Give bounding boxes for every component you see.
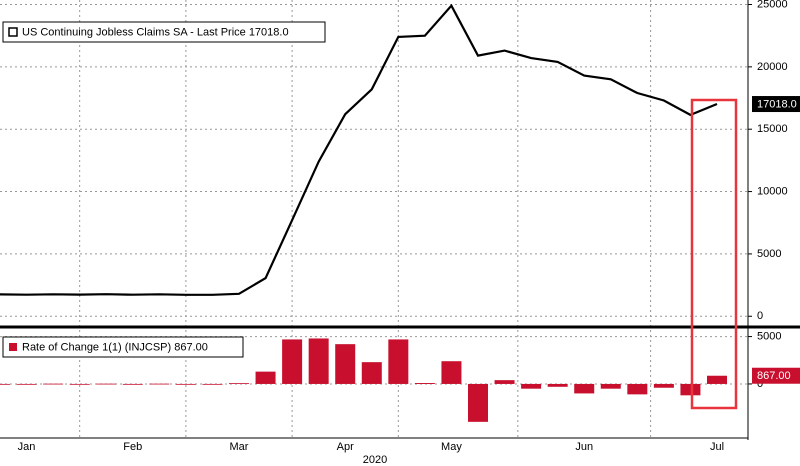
x-tick-label: Feb — [123, 441, 142, 453]
line-series — [0, 3, 718, 296]
bar — [680, 383, 701, 396]
bar — [521, 383, 542, 389]
bar — [335, 344, 356, 384]
bar — [388, 339, 409, 384]
bar — [414, 383, 435, 384]
bar — [202, 383, 223, 385]
bar — [175, 383, 196, 385]
x-tick-label: Mar — [230, 441, 249, 453]
bar — [707, 375, 727, 384]
bar — [229, 383, 249, 384]
legend-swatch — [9, 343, 17, 351]
bar — [361, 362, 382, 384]
y-tick-label: 5000 — [757, 248, 781, 260]
legend-box — [2, 21, 326, 43]
bar — [574, 383, 595, 394]
bar — [43, 383, 64, 385]
y-tick-label: 0 — [757, 310, 763, 322]
last-value-tag — [752, 96, 800, 113]
legend-label: US Continuing Jobless Claims SA - Last P… — [22, 26, 289, 38]
bar — [16, 383, 37, 385]
legend-swatch — [8, 27, 18, 37]
x-tick-label: Jun — [575, 441, 593, 453]
bar — [441, 361, 462, 384]
x-axis-label: 2020 — [363, 454, 387, 466]
bar — [547, 383, 568, 387]
bar — [468, 383, 488, 422]
bar — [494, 380, 515, 384]
y-tick-label: 15000 — [757, 123, 788, 135]
x-tick-label: Apr — [337, 441, 354, 453]
marks — [0, 3, 727, 422]
bar — [600, 383, 621, 389]
bar — [0, 383, 10, 385]
highlight-box — [690, 98, 738, 410]
bar — [308, 338, 329, 384]
last-value-tag — [752, 367, 800, 384]
x-tick-label: Jul — [710, 441, 724, 453]
last-value-label: 867.00 — [757, 370, 791, 382]
bar — [653, 383, 674, 388]
legend-box — [2, 336, 244, 358]
y-tick-label: 20000 — [757, 61, 788, 73]
y-tick-label: 0 — [757, 378, 763, 390]
bar — [149, 383, 170, 385]
bar — [69, 383, 90, 385]
legend-label: Rate of Change 1(1) (INJCSP) 867.00 — [22, 341, 208, 353]
y-tick-label: 5000 — [757, 330, 781, 342]
bar — [282, 339, 303, 384]
last-value-label: 17018.0 — [757, 98, 797, 110]
bar — [255, 371, 276, 384]
y-tick-label: 10000 — [757, 185, 788, 197]
bar — [627, 383, 648, 395]
x-tick-label: May — [441, 441, 462, 453]
bar — [122, 383, 143, 385]
bar — [96, 383, 117, 385]
y-tick-label: 25000 — [757, 0, 788, 10]
x-tick-label: Jan — [18, 441, 36, 453]
